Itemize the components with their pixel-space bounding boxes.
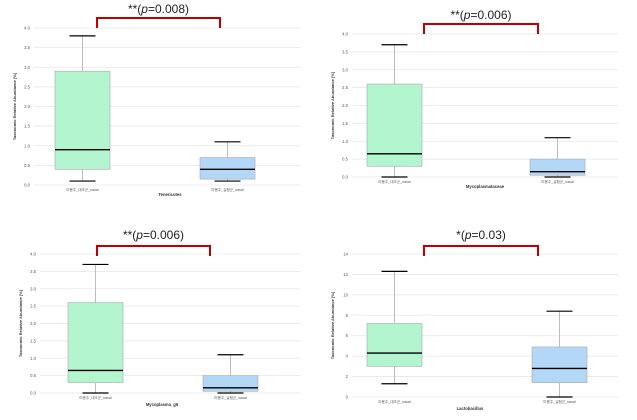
x-category-label: 미용주_실험군_nasal bbox=[543, 399, 576, 404]
chart-panel-bottom-right: 0 2 4 6 8 10 12 14 Taxonomic Relative Abundance … bbox=[330, 228, 618, 411]
significance-stars: ** bbox=[128, 2, 138, 16]
x-category-label: 미용주_대조군_nasal bbox=[378, 399, 411, 404]
y-tick-label: 14 bbox=[343, 252, 348, 257]
y-tick-label: 2.5 bbox=[342, 85, 348, 90]
x-category-label: 미용주_대조군_nasal bbox=[66, 187, 99, 192]
chart-panel-top-right: 0.0 0.5 1.0 1.5 2.0 2.5 3.0 3.5 4.0 Taxonomic Rel… bbox=[330, 8, 618, 189]
y-tick-label: 3.0 bbox=[24, 65, 30, 70]
x-category-label: 미용주_실험군_nasal bbox=[211, 187, 244, 192]
p-value: =0.006) bbox=[470, 8, 511, 22]
significance-annotation: **(p=0.006) bbox=[450, 8, 511, 22]
y-tick-label: 2.0 bbox=[342, 103, 348, 108]
y-tick-label: 12 bbox=[343, 272, 348, 277]
y-tick-label: 4.0 bbox=[24, 26, 30, 31]
box-iqr bbox=[67, 302, 124, 383]
p-value: =0.006) bbox=[143, 228, 184, 242]
x-axis-label: Lactobacillus bbox=[457, 406, 484, 411]
p-value: =0.008) bbox=[148, 2, 189, 16]
y-tick-label: 4.0 bbox=[342, 32, 348, 37]
significance-stars: * bbox=[456, 228, 461, 242]
significance-bracket bbox=[423, 23, 539, 34]
significance-annotation: *(p=0.03) bbox=[456, 228, 506, 242]
y-tick-label: 0 bbox=[346, 395, 349, 400]
y-tick-label: 2.0 bbox=[30, 321, 36, 326]
box-iqr bbox=[366, 83, 423, 167]
y-tick-label: 2.0 bbox=[24, 104, 30, 109]
y-tick-label: 3.5 bbox=[30, 269, 36, 274]
y-tick-label: 2 bbox=[346, 374, 349, 379]
p-symbol: p bbox=[464, 228, 472, 242]
box-iqr bbox=[54, 70, 111, 170]
p-symbol: p bbox=[140, 2, 148, 16]
y-axis-label: Taxonomic Relative Abundance [%] bbox=[12, 72, 17, 140]
y-tick-label: 1.0 bbox=[30, 356, 36, 361]
y-axis-label: Taxonomic Relative Abundance [%] bbox=[330, 291, 335, 359]
y-tick-label: 0.0 bbox=[342, 175, 348, 180]
y-tick-label: 1.5 bbox=[342, 121, 348, 126]
box-iqr bbox=[366, 323, 423, 367]
y-tick-label: 0.0 bbox=[30, 391, 36, 396]
y-tick-label: 3.0 bbox=[30, 286, 36, 291]
y-axis-label: Taxonomic Relative Abundance [%] bbox=[18, 289, 23, 357]
x-category-label: 미용주_실험군_nasal bbox=[214, 395, 247, 400]
p-symbol: p bbox=[135, 228, 143, 242]
box-iqr bbox=[529, 158, 586, 176]
x-axis-label: Mycoplasma_g6 bbox=[146, 402, 179, 407]
y-tick-label: 4 bbox=[346, 354, 349, 359]
y-tick-label: 8 bbox=[346, 313, 349, 318]
significance-bracket bbox=[96, 17, 221, 28]
y-tick-label: 2.5 bbox=[30, 304, 36, 309]
y-tick-label: 0.5 bbox=[24, 163, 30, 168]
y-tick-label: 1.0 bbox=[342, 139, 348, 144]
box-iqr bbox=[202, 375, 259, 392]
p-open-paren: ( bbox=[137, 2, 141, 16]
y-tick-label: 0.5 bbox=[342, 157, 348, 162]
significance-bracket bbox=[96, 245, 211, 256]
box-iqr bbox=[531, 346, 588, 384]
significance-stars: ** bbox=[123, 228, 133, 242]
significance-annotation: **(p=0.006) bbox=[123, 228, 184, 242]
y-tick-label: 1.5 bbox=[24, 124, 30, 129]
y-tick-label: 4.0 bbox=[30, 252, 36, 257]
y-tick-label: 2.5 bbox=[24, 84, 30, 89]
chart-panel-top-left: 0.0 0.5 1.0 1.5 2.0 2.5 3.0 3.5 4.0 Taxonomic Rel… bbox=[12, 2, 300, 197]
y-tick-label: 10 bbox=[343, 292, 348, 297]
x-category-label: 미용주_대조군_nasal bbox=[79, 395, 112, 400]
p-open-paren: ( bbox=[461, 228, 465, 242]
p-open-paren: ( bbox=[460, 8, 464, 22]
box-iqr bbox=[199, 157, 256, 180]
significance-annotation: **(p=0.008) bbox=[128, 2, 189, 16]
p-symbol: p bbox=[463, 8, 471, 22]
y-tick-label: 1.5 bbox=[30, 338, 36, 343]
x-category-label: 미용주_실험군_nasal bbox=[541, 179, 574, 184]
y-tick-label: 0.5 bbox=[30, 373, 36, 378]
x-category-label: 미용주_대조군_nasal bbox=[378, 179, 411, 184]
y-tick-label: 3.0 bbox=[342, 67, 348, 72]
x-axis-label: Tenericutes bbox=[158, 192, 182, 197]
p-open-paren: ( bbox=[132, 228, 136, 242]
x-axis-label: Mycoplasmataceae bbox=[466, 184, 505, 189]
y-tick-label: 3.5 bbox=[24, 45, 30, 50]
significance-bracket bbox=[423, 245, 539, 256]
y-tick-label: 3.5 bbox=[342, 49, 348, 54]
y-axis-label: Taxonomic Relative Abundance [%] bbox=[330, 71, 335, 139]
significance-stars: ** bbox=[450, 8, 460, 22]
chart-panel-bottom-left: 0.0 0.5 1.0 1.5 2.0 2.5 3.0 3.5 4.0 Taxonomic Rel… bbox=[18, 228, 300, 407]
y-tick-label: 0.0 bbox=[24, 183, 30, 188]
y-tick-label: 1.0 bbox=[24, 143, 30, 148]
p-value: =0.03) bbox=[472, 228, 506, 242]
y-tick-label: 6 bbox=[346, 333, 349, 338]
